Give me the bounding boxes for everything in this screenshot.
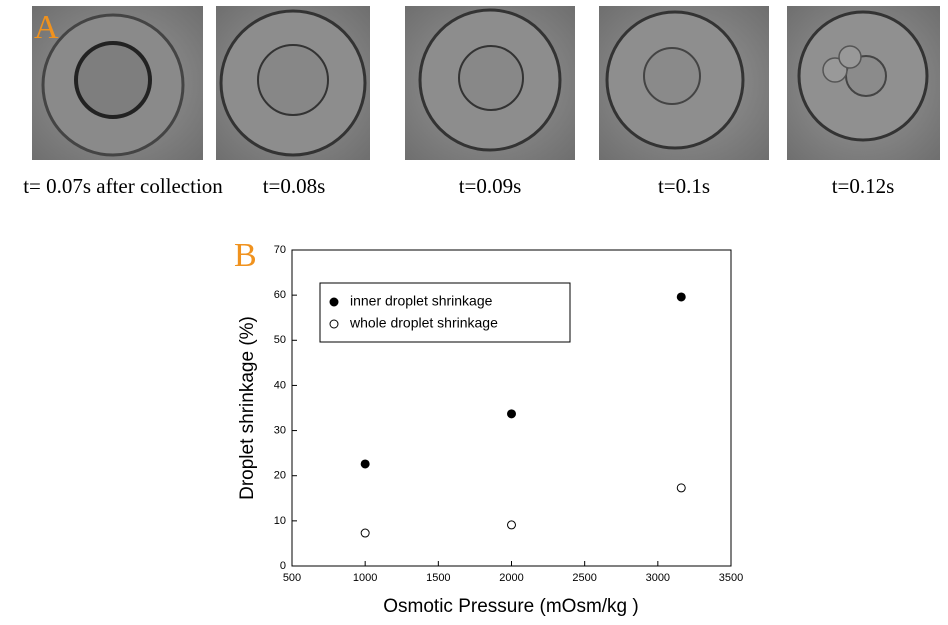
point xyxy=(676,292,686,302)
y-axis-title: Droplet shrinkage (%) xyxy=(237,316,258,500)
y-tick-label: 0 xyxy=(280,560,286,572)
micrograph xyxy=(787,6,940,160)
micrograph xyxy=(599,6,769,160)
panel-label: B xyxy=(234,237,257,274)
legend-marker xyxy=(329,297,339,307)
point xyxy=(507,409,516,419)
micrograph xyxy=(405,6,575,160)
x-tick-label: 2500 xyxy=(572,572,596,584)
legend-marker xyxy=(329,319,339,329)
y-tick-label: 40 xyxy=(274,379,286,391)
x-tick-label: 1000 xyxy=(353,572,377,584)
caption: t=0.1s xyxy=(658,174,710,198)
caption: t=0.08s xyxy=(263,174,326,198)
legend-box xyxy=(319,282,571,343)
y-tick-label: 20 xyxy=(274,470,286,482)
x-axis-title: Osmotic Pressure (mOsm/kg ) xyxy=(383,596,638,617)
x-tick-label: 3000 xyxy=(646,572,670,584)
y-tick-label: 60 xyxy=(274,289,286,301)
legend-label: whole droplet shrinkage xyxy=(349,315,498,331)
y-tick-label: 50 xyxy=(274,334,286,346)
micrographs xyxy=(32,6,940,160)
micrograph xyxy=(32,6,203,160)
caption: t=0.09s xyxy=(459,174,522,198)
x-tick-label: 1500 xyxy=(426,572,450,584)
y-tick-label: 30 xyxy=(274,424,286,436)
point xyxy=(676,483,686,493)
y-tick-label: 70 xyxy=(274,244,286,256)
micrograph xyxy=(216,6,370,160)
x-tick-label: 3500 xyxy=(719,572,743,584)
point xyxy=(360,528,370,538)
caption: t= 0.07s after collection xyxy=(23,174,223,198)
caption: t=0.12s xyxy=(832,174,895,198)
point xyxy=(507,520,516,530)
x-tick-label: 2000 xyxy=(499,572,523,584)
panel-label: A xyxy=(34,9,59,46)
x-tick-label: 500 xyxy=(283,572,301,584)
legend-label: inner droplet shrinkage xyxy=(350,293,493,309)
y-tick-label: 10 xyxy=(274,515,286,527)
point xyxy=(360,459,370,469)
